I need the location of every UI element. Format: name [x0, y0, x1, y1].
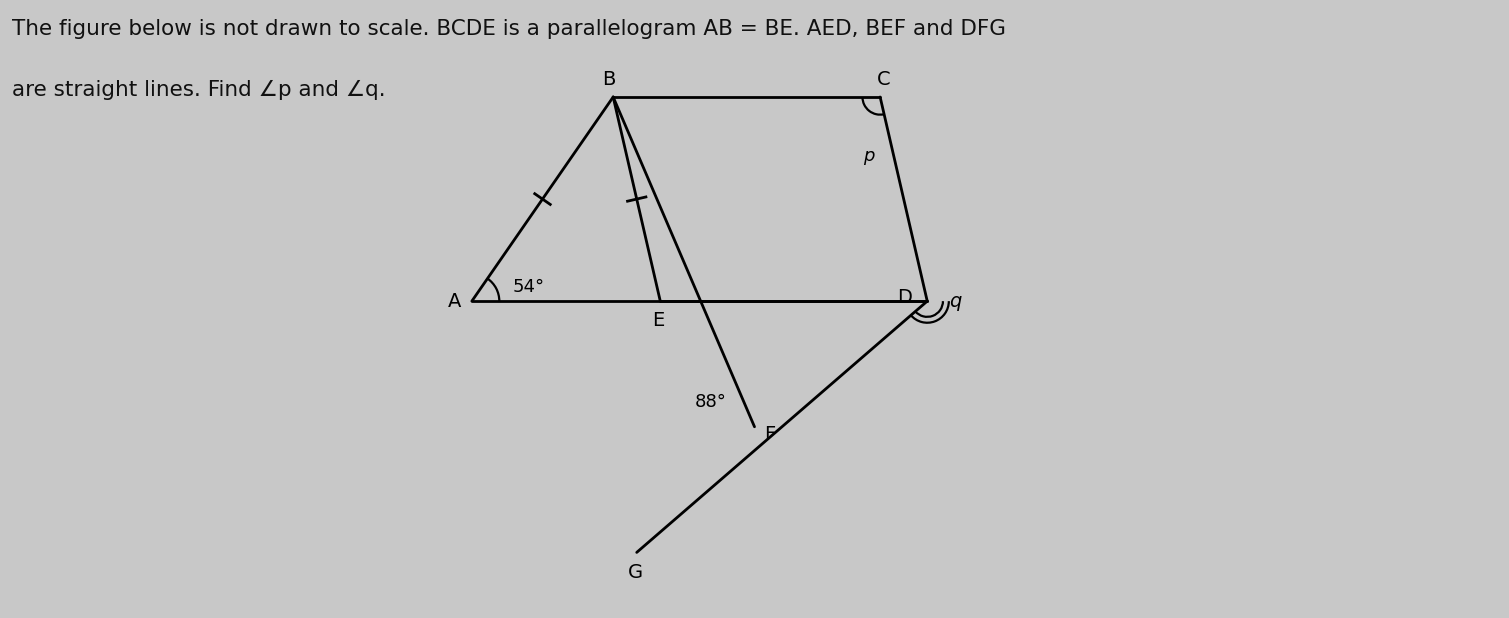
Text: A: A — [448, 292, 462, 311]
Text: D: D — [896, 288, 911, 307]
Text: p: p — [863, 147, 874, 165]
Text: B: B — [602, 70, 616, 89]
Text: 88°: 88° — [696, 392, 727, 410]
Text: F: F — [764, 425, 776, 444]
Text: E: E — [652, 311, 665, 330]
Text: C: C — [877, 70, 890, 89]
Text: q: q — [949, 292, 961, 311]
Text: 54°: 54° — [513, 278, 545, 296]
Text: are straight lines. Find ∠p and ∠q.: are straight lines. Find ∠p and ∠q. — [12, 80, 386, 100]
Text: The figure below is not drawn to scale. BCDE is a parallelogram AB = BE. AED, BE: The figure below is not drawn to scale. … — [12, 19, 1007, 38]
Text: G: G — [628, 562, 643, 582]
